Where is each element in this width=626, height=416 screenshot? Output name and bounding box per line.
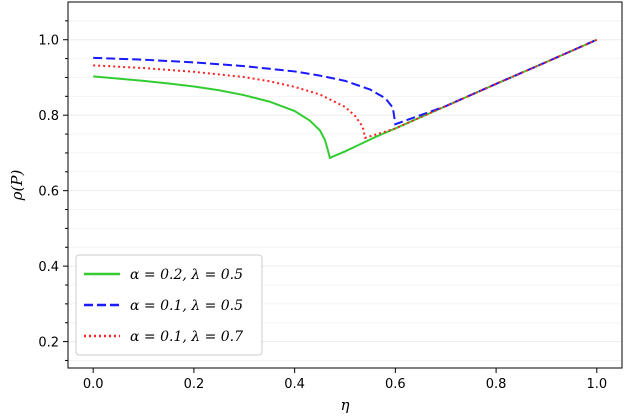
series-line-2 [93, 38, 598, 126]
plot-frame [67, 1, 623, 369]
legend-label-3: α = 0.1, λ = 0.7 [130, 329, 243, 345]
x-tick-label: 0.2 [184, 377, 205, 392]
legend-box [75, 254, 263, 356]
y-tick-label: 1.0 [38, 34, 59, 49]
y-tick-label: 0.4 [38, 260, 59, 275]
series-line-1 [93, 38, 598, 160]
x-tick-label: 1.0 [586, 377, 607, 392]
y-axis-ticks: 0.2 0.4 0.6 0.8 1.0 [38, 20, 68, 361]
x-tick-label: 0.4 [284, 377, 305, 392]
series-line-3 [93, 38, 598, 140]
legend-label-1: α = 0.2, λ = 0.5 [130, 267, 243, 283]
x-tick-label: 0.0 [83, 377, 104, 392]
y-tick-label: 0.6 [38, 185, 59, 200]
x-axis-ticks: 0.0 0.2 0.4 0.6 0.8 1.0 [83, 368, 607, 392]
legend-label-2: α = 0.1, λ = 0.5 [130, 298, 243, 314]
x-axis-label: η [341, 396, 350, 414]
x-tick-label: 0.8 [486, 377, 507, 392]
legend: α = 0.2, λ = 0.5 α = 0.1, λ = 0.5 α = 0.1,… [75, 254, 263, 356]
y-axis-label: ρ(P) [8, 170, 26, 202]
y-tick-label: 0.8 [38, 109, 59, 124]
y-tick-label: 0.2 [38, 336, 59, 351]
series-layer [93, 38, 598, 160]
x-tick-label: 0.6 [385, 377, 406, 392]
